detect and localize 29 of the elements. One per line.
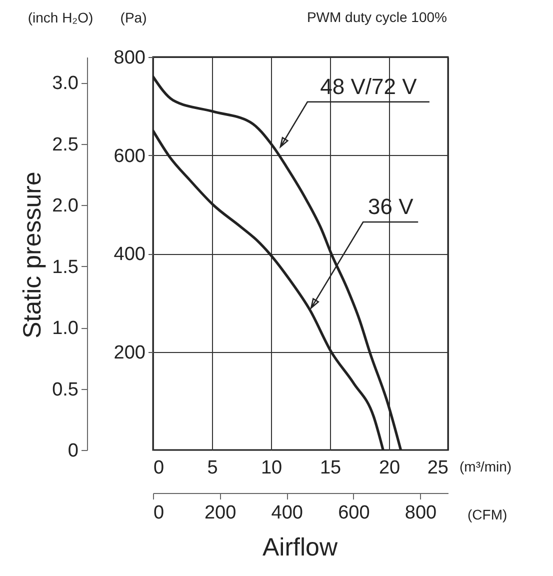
y2-tick-label: 2.0 [52, 196, 78, 217]
x-tick-label: 10 [260, 458, 282, 478]
y-axis-title: (Pa) [120, 10, 147, 26]
y2-tick-label: 1.0 [52, 318, 78, 340]
text: PWM duty cycle 100% [306, 9, 447, 25]
y2-tick-label: 3.0 [52, 73, 78, 94]
y-tick-label: 600 [114, 146, 146, 167]
y2-tick-label: 2.5 [52, 134, 78, 156]
x2-tick-label: 200 [204, 502, 236, 524]
y-tick-label: 200 [114, 342, 146, 364]
text: Airflow [262, 534, 338, 562]
x2-tick-label: 600 [338, 502, 370, 524]
x-tick-label: 0 [154, 458, 164, 478]
x-tick-label: 5 [207, 458, 218, 478]
x2-tick-label: 800 [404, 502, 437, 524]
y2-tick-label: 0.5 [52, 379, 78, 400]
x2-axis-title: (CFM) [468, 506, 508, 522]
y2-tick-label: 0 [68, 440, 78, 462]
y-tick-label: 400 [114, 244, 146, 265]
x-tick-label: 20 [378, 458, 400, 478]
text: Static pressure [18, 172, 48, 338]
x-tick-label: 15 [320, 458, 342, 478]
x-axis-title: (m³/min) [460, 458, 512, 474]
y2-tick-label: 1.5 [52, 256, 78, 278]
y-tick-label: 800 [114, 48, 146, 68]
x-tick-label: 25 [427, 458, 448, 478]
x2-tick-label: 400 [271, 502, 303, 524]
x2-tick-label: 0 [154, 502, 164, 524]
y2-axis-title: (inch H₂O) [28, 10, 94, 26]
